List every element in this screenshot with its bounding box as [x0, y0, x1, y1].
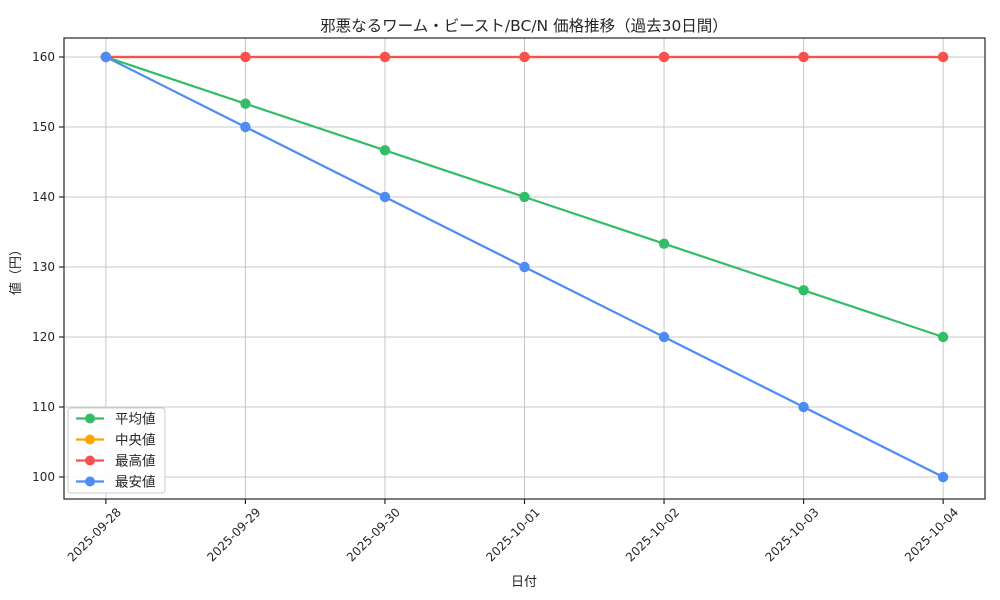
- x-tick-label: 2025-10-03: [762, 505, 821, 564]
- y-tick-label: 130: [32, 260, 55, 274]
- x-tick-label: 2025-10-04: [902, 505, 961, 564]
- legend-swatch-marker: [85, 434, 95, 445]
- x-tick-label: 2025-09-28: [65, 505, 124, 564]
- series-marker-2: [937, 51, 949, 63]
- x-tick-label: 2025-10-02: [623, 505, 682, 564]
- y-tick-label: 140: [32, 190, 55, 204]
- series-marker-2: [658, 51, 670, 63]
- y-tick-label: 110: [32, 400, 55, 414]
- series-marker-3: [798, 401, 809, 413]
- x-axis-label: 日付: [511, 575, 537, 590]
- legend-box: [67, 407, 166, 494]
- series-marker-2: [519, 51, 530, 63]
- series-marker-2: [798, 51, 809, 63]
- series-marker-2: [379, 51, 391, 63]
- legend-label: 最安値: [115, 474, 156, 490]
- series-marker-0: [519, 191, 530, 203]
- y-axis-label: 値（円）: [8, 243, 24, 295]
- series-marker-3: [379, 191, 391, 203]
- x-tick-label: 2025-09-30: [344, 505, 403, 564]
- chart-title: 邪悪なるワーム・ビースト/BC/N 価格推移（過去30日間）: [320, 17, 728, 35]
- y-tick-label: 120: [32, 330, 55, 344]
- plot-area: 100 110 120 130 140 150 160 2025-09-28 2025-09-2…: [32, 37, 986, 564]
- legend-swatch-marker: [85, 413, 95, 424]
- series-marker-0: [240, 98, 251, 109]
- y-tick-label: 150: [32, 120, 55, 134]
- legend-swatch-marker: [85, 476, 95, 487]
- series-marker-0: [937, 331, 949, 343]
- legend-label: 平均値: [115, 411, 156, 427]
- series-marker-3: [519, 261, 530, 273]
- legend-label: 最高値: [115, 452, 156, 469]
- series-marker-3: [658, 331, 670, 343]
- series-marker-3: [937, 471, 949, 483]
- series-marker-0: [658, 238, 670, 249]
- series-marker-0: [798, 285, 809, 296]
- legend-swatch-marker: [85, 455, 95, 466]
- series-marker-2: [240, 51, 251, 63]
- y-tick-label: 160: [32, 50, 55, 64]
- x-tick-label: 2025-09-29: [204, 505, 263, 564]
- series-marker-3: [240, 121, 251, 133]
- series-marker-3: [100, 51, 112, 63]
- y-tick-label: 100: [32, 470, 55, 484]
- series-marker-0: [379, 145, 391, 156]
- x-tick-label: 2025-10-01: [483, 505, 542, 564]
- legend-label: 中央値: [115, 432, 156, 448]
